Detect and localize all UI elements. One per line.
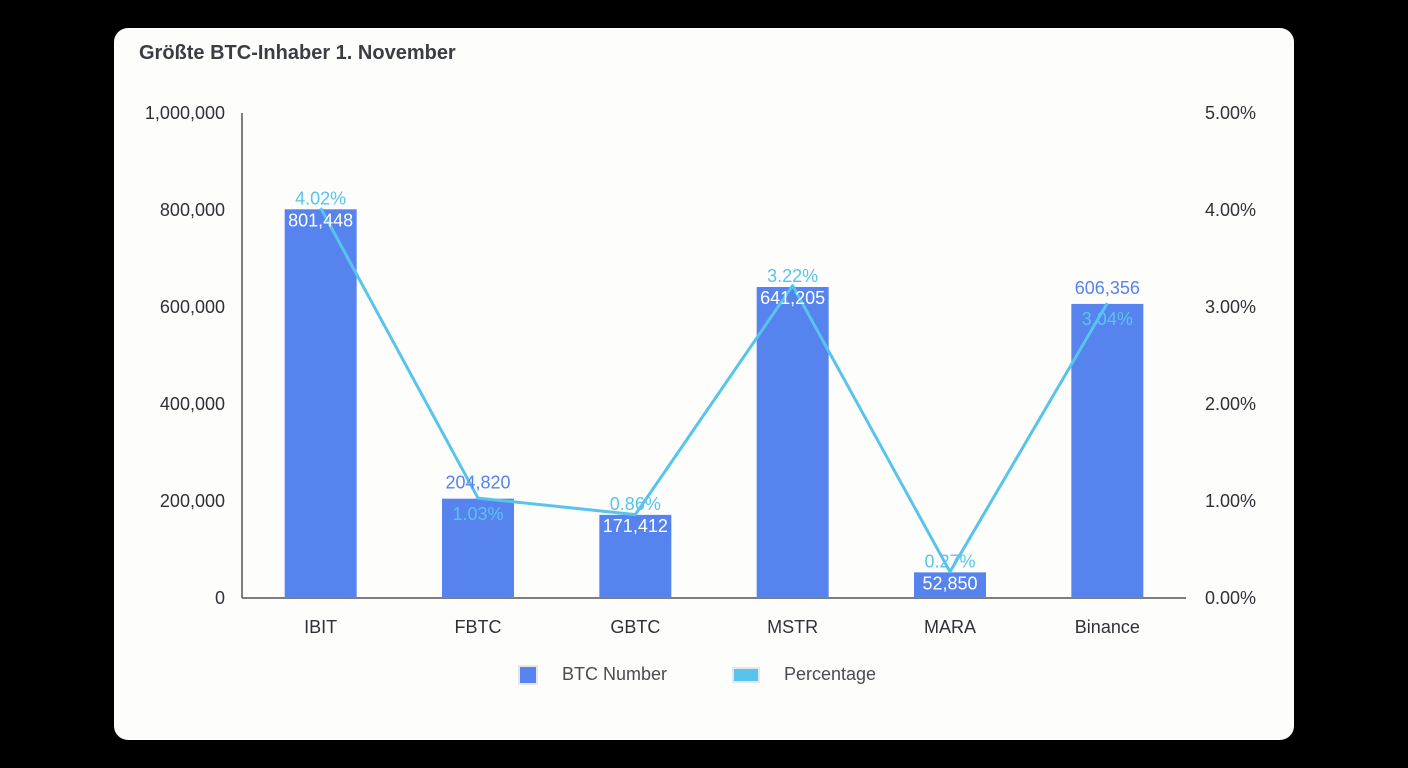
y-right-tick-label: 4.00% — [1205, 200, 1256, 220]
x-tick-label: FBTC — [455, 617, 502, 637]
y-right-tick-label: 1.00% — [1205, 491, 1256, 511]
percentage-value-label: 4.02% — [295, 188, 346, 208]
bar-value-label: 171,412 — [603, 516, 668, 536]
x-tick-label: IBIT — [304, 617, 337, 637]
line-swatch-icon — [732, 666, 760, 683]
bar-swatch-icon — [518, 664, 538, 685]
chart-card: Größte BTC-Inhaber 1. November 0 200,000 4… — [114, 28, 1294, 740]
percentage-value-label: 3.22% — [767, 266, 818, 286]
y-left-tick-label: 800,000 — [160, 200, 225, 220]
bar-binance[interactable] — [1071, 303, 1144, 598]
bar-value-label: 801,448 — [288, 210, 353, 230]
legend-label-btc-number: BTC Number — [562, 664, 668, 684]
y-right-tick-label: 5.00% — [1205, 103, 1256, 123]
legend-item-btc-number[interactable]: BTC Number — [518, 664, 667, 685]
combo-chart: 0 200,000 400,000 600,000 800,000 1,000,000 0.… — [145, 103, 1256, 637]
y-left-tick-label: 200,000 — [160, 491, 225, 511]
x-tick-label: GBTC — [610, 617, 660, 637]
bar-gbtc[interactable] — [599, 514, 672, 598]
bar-mstr[interactable] — [756, 287, 829, 598]
bar-mara[interactable] — [914, 572, 986, 598]
percentage-value-label: 0.27% — [924, 551, 975, 571]
bar-value-label: 606,356 — [1075, 278, 1140, 298]
bar-ibit[interactable] — [284, 209, 357, 598]
y-left-tick-label: 0 — [215, 588, 225, 608]
chart-title: Größte BTC-Inhaber 1. November — [139, 42, 456, 64]
y-right-tick-label: 0.00% — [1205, 588, 1256, 608]
x-tick-label: MARA — [924, 617, 976, 637]
bar-fbtc[interactable] — [442, 498, 514, 598]
y-right-tick-label: 3.00% — [1205, 297, 1256, 317]
bar-value-label: 204,820 — [445, 473, 510, 493]
bar-value-label: 641,205 — [760, 288, 825, 308]
y-right-tick-label: 2.00% — [1205, 394, 1256, 414]
y-left-tick-label: 400,000 — [160, 394, 225, 414]
percentage-line — [319, 207, 1109, 574]
legend-label-percentage: Percentage — [784, 664, 877, 684]
legend-item-percentage[interactable]: Percentage — [732, 664, 876, 685]
percentage-value-label: 0.86% — [610, 494, 661, 514]
legend: BTC Number Percentage — [114, 664, 1294, 688]
percentage-value-label: 1.03% — [452, 504, 503, 524]
y-left-tick-label: 1,000,000 — [145, 103, 225, 123]
percentage-value-label: 3.04% — [1082, 309, 1133, 329]
y-left-tick-label: 600,000 — [160, 297, 225, 317]
x-tick-label: MSTR — [767, 617, 818, 637]
x-tick-label: Binance — [1075, 617, 1140, 637]
bar-value-label: 52,850 — [922, 573, 977, 593]
